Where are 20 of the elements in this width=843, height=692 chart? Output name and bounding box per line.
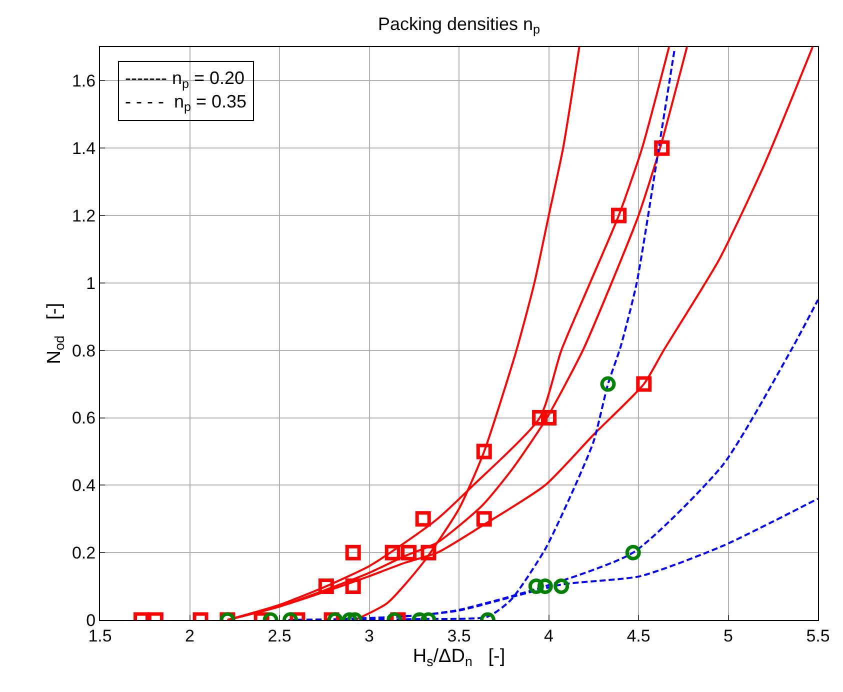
y-tick-label: 0.6 xyxy=(72,408,96,428)
chart-title: Packing densities n$_{p}$ xyxy=(378,14,540,37)
x-tick-label: 3.5 xyxy=(447,626,471,646)
y-tick-label: 0.4 xyxy=(72,476,96,496)
x-tick-label: 5.5 xyxy=(806,626,830,646)
x-tick-label: 5 xyxy=(724,626,733,646)
y-tick-label: 0.2 xyxy=(72,544,96,563)
y-tick-label: 1.4 xyxy=(72,139,96,158)
x-axis-title: H$_{s}$/ΔD$_{n}$ [-] xyxy=(412,646,506,670)
x-tick-label: 4.5 xyxy=(626,626,650,646)
x-tick-label: 2.5 xyxy=(268,626,292,646)
annotation: - - - - n$_{p}$ = 0.35 xyxy=(125,91,247,114)
x-tick-label: 4 xyxy=(544,626,554,646)
y-tick-label: 1.6 xyxy=(72,72,96,91)
y-tick-label: 1.2 xyxy=(72,206,96,226)
y-tick-label: 1 xyxy=(86,274,96,293)
x-tick-label: 3 xyxy=(364,626,374,646)
y-tick-label: 0.8 xyxy=(72,341,96,360)
annotation: ------- n$_{p}$ = 0.20 xyxy=(125,68,245,91)
x-tick-label: 2 xyxy=(185,626,194,646)
